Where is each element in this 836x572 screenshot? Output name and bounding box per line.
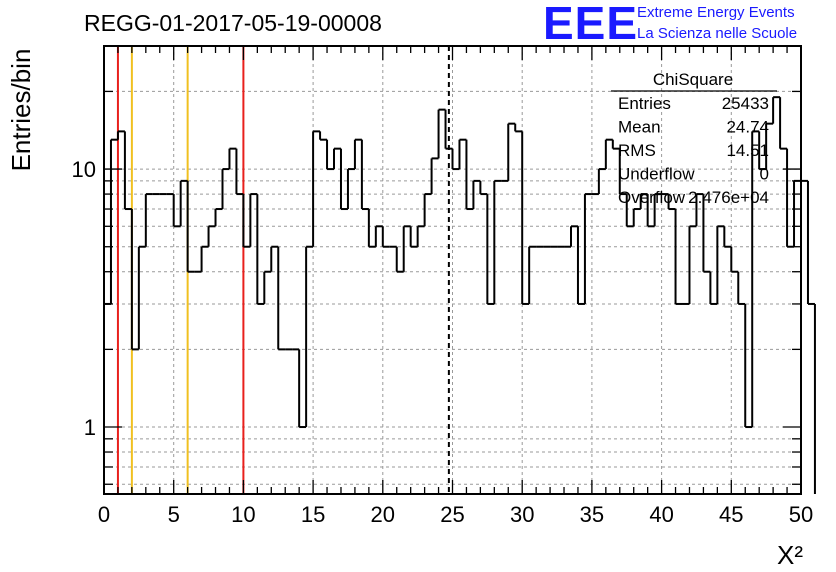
x-tick-label: 25 bbox=[440, 502, 464, 527]
grid bbox=[104, 45, 801, 494]
x-tick-label: 15 bbox=[301, 502, 325, 527]
stats-rms-value: 14.51 bbox=[726, 141, 769, 160]
x-tick-label: 40 bbox=[649, 502, 673, 527]
histogram bbox=[104, 96, 816, 494]
x-tick-label: 10 bbox=[231, 502, 255, 527]
chart-title: REGG-01-2017-05-19-00008 bbox=[84, 10, 382, 36]
logo-mark: EEE bbox=[543, 0, 639, 49]
stats-underflow-value: 0 bbox=[760, 165, 769, 184]
x-tick-label: 0 bbox=[98, 502, 110, 527]
y-axis-label: Entries/bin bbox=[6, 49, 36, 172]
y-tick-label: 10 bbox=[72, 157, 96, 182]
stats-rms-label: RMS bbox=[618, 141, 656, 160]
x-tick-label: 5 bbox=[168, 502, 180, 527]
stats-title: ChiSquare bbox=[653, 70, 733, 89]
stats-entries-value: 25433 bbox=[722, 94, 769, 113]
logo-line-2: La Scienza nelle Scuole bbox=[637, 25, 798, 42]
x-axis-label: X² bbox=[777, 540, 803, 570]
x-tick-label: 45 bbox=[719, 502, 743, 527]
axes: 0 5 10 15 20 25 30 35 40 45 50 1 10 bbox=[72, 45, 813, 527]
x-tick-label: 35 bbox=[580, 502, 604, 527]
y-tick-label: 1 bbox=[84, 415, 96, 440]
stats-mean-value: 24.74 bbox=[726, 118, 769, 137]
stats-overflow-value: 2.476e+04 bbox=[688, 188, 769, 207]
stats-underflow-label: Underflow bbox=[618, 165, 695, 184]
stats-overflow-label: Overflow bbox=[618, 188, 686, 207]
logo-line-1: Extreme Energy Events bbox=[637, 4, 795, 21]
eee-logo: EEE Extreme Energy Events La Scienza nel… bbox=[543, 0, 833, 49]
x-tick-label: 50 bbox=[789, 502, 813, 527]
x-tick-label: 30 bbox=[510, 502, 534, 527]
stats-box: ChiSquare Entries 25433 Mean 24.74 RMS 14.51 U… bbox=[611, 70, 777, 207]
x-tick-label: 20 bbox=[371, 502, 395, 527]
stats-mean-label: Mean bbox=[618, 118, 661, 137]
stats-entries-label: Entries bbox=[618, 94, 671, 113]
